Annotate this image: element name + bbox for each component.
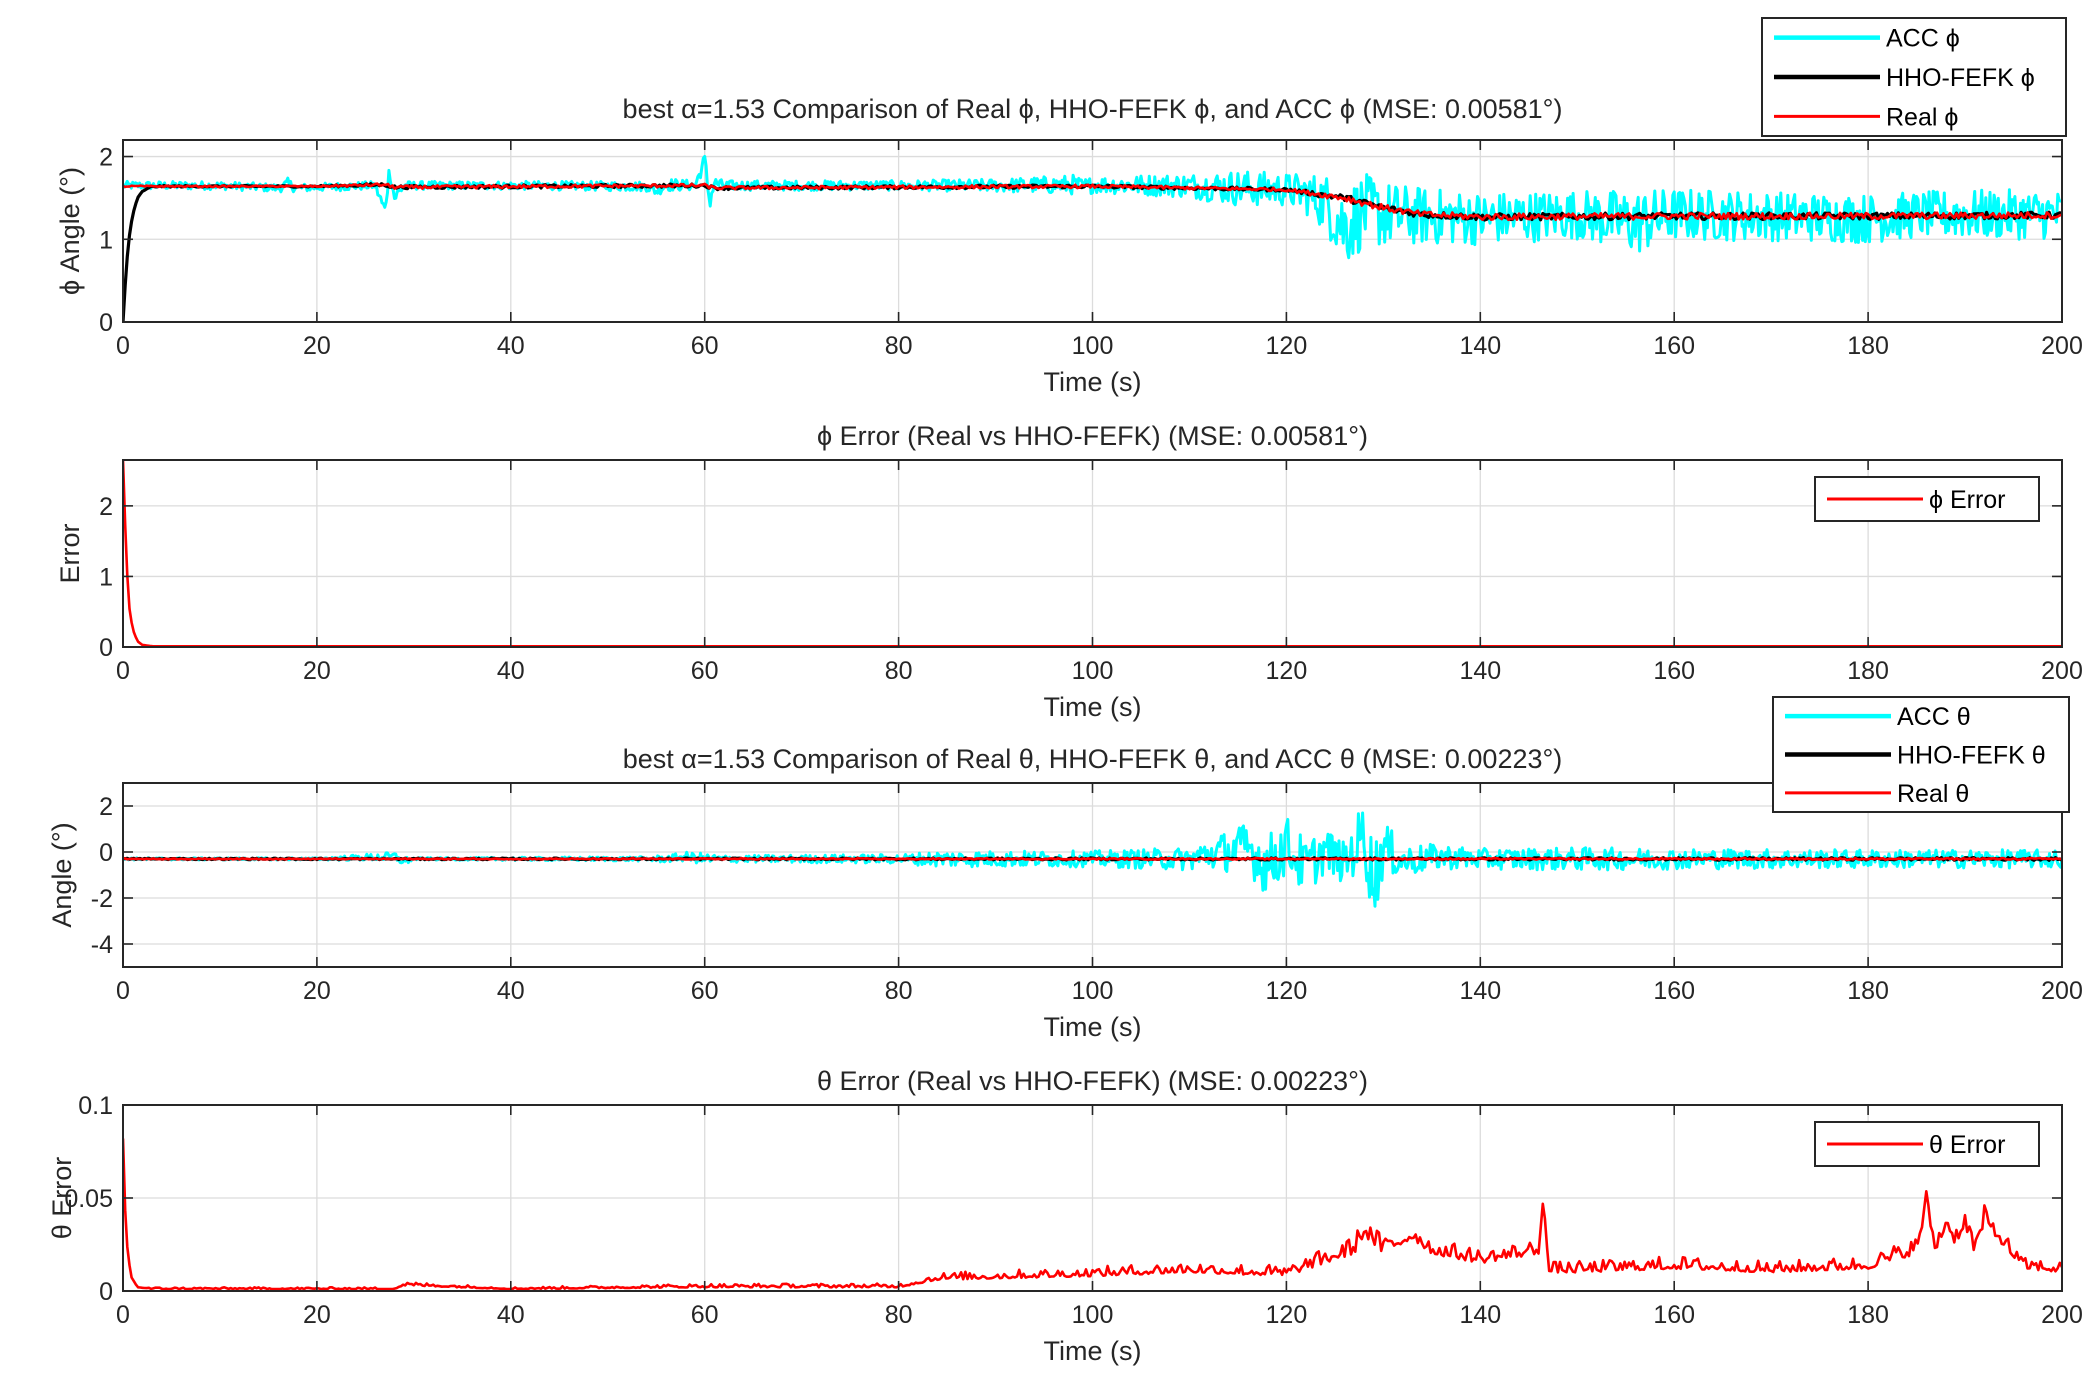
chart-title: θ Error (Real vs HHO-FEFK) (MSE: 0.00223… [817,1066,1368,1096]
x-tick-label: 140 [1459,332,1501,360]
x-tick-label: 200 [2041,657,2083,685]
x-tick-label: 100 [1072,657,1114,685]
y-tick-label: 1 [99,226,113,254]
x-tick-label: 120 [1266,1301,1308,1329]
series-line-1 [123,1138,2062,1291]
legend-label: HHO-FEFK ϕ [1886,64,2035,92]
x-tick-label: 120 [1266,657,1308,685]
subplot-4: 0 20 40 60 80 100 120 140 160 180 200 0 0.05 0.1 θ Err… [47,1066,2083,1366]
series-group [123,811,2062,908]
x-tick-label: 100 [1072,332,1114,360]
legend-label: ACC ϕ [1886,25,1960,53]
y-axis-label: ϕ Angle (°) [55,167,85,295]
y-tick-label: 2 [99,144,113,172]
x-tick-label: 180 [1847,1301,1889,1329]
y-tick-label: 2 [99,493,113,521]
y-tick-label: 0.05 [64,1185,113,1213]
x-tick-label: 120 [1266,977,1308,1005]
legend-label: ϕ Error [1929,486,2006,514]
legend-label: ACC θ [1897,703,1971,731]
legend-label: θ Error [1929,1131,2005,1159]
x-tick-label: 20 [303,657,331,685]
x-tick-label: 200 [2041,1301,2083,1329]
chart-title: best α=1.53 Comparison of Real ϕ, HHO-FE… [623,94,1563,124]
y-axis-label: Error [55,523,85,583]
legend: ACC θ HHO-FEFK θ Real θ [1772,696,2070,813]
x-tick-label: 60 [691,332,719,360]
x-tick-label: 200 [2041,332,2083,360]
legend: ACC ϕ HHO-FEFK ϕ Real ϕ [1761,17,2067,137]
x-tick-label: 0 [116,977,130,1005]
chart-title: ϕ Error (Real vs HHO-FEFK) (MSE: 0.00581… [817,421,1368,451]
x-axis-label: Time (s) [1044,1012,1142,1042]
x-tick-label: 20 [303,332,331,360]
x-tick-label: 40 [497,332,525,360]
x-tick-label: 40 [497,977,525,1005]
y-tick-label: 2 [99,793,113,821]
y-axis-label: θ Error [47,1157,77,1240]
x-tick-label: 60 [691,1301,719,1329]
legend-label: HHO-FEFK θ [1897,742,2046,770]
x-tick-label: 80 [885,1301,913,1329]
y-axis-label: Angle (°) [47,822,77,927]
x-tick-label: 20 [303,1301,331,1329]
x-tick-label: 160 [1653,332,1695,360]
chart-title: best α=1.53 Comparison of Real θ, HHO-FE… [623,744,1563,774]
x-tick-label: 140 [1459,657,1501,685]
x-tick-label: 0 [116,657,130,685]
y-tick-label: 1 [99,563,113,591]
x-tick-label: 160 [1653,657,1695,685]
subplot-3: 0 20 40 60 80 100 120 140 160 180 200 -4 -2 0 2 best α=… [47,696,2083,1042]
y-tick-label: 0 [99,309,113,337]
x-tick-label: 180 [1847,332,1889,360]
legend-label: Real θ [1897,780,1969,808]
subplot-1: 0 20 40 60 80 100 120 140 160 180 200 0 1 2 best α=1.5… [55,17,2083,397]
series-line-3 [123,182,2062,222]
x-tick-label: 140 [1459,977,1501,1005]
x-tick-label: 180 [1847,657,1889,685]
x-tick-label: 160 [1653,977,1695,1005]
y-tick-label: 0.1 [78,1092,113,1120]
y-tick-label: -4 [91,931,113,959]
x-tick-label: 120 [1266,332,1308,360]
y-tick-label: -2 [91,885,113,913]
x-tick-label: 40 [497,1301,525,1329]
legend-label: Real ϕ [1886,103,1958,131]
series-group [123,1138,2062,1291]
x-tick-label: 80 [885,657,913,685]
y-tick-label: 0 [99,1278,113,1306]
subplot-2: 0 20 40 60 80 100 120 140 160 180 200 0 1 2 ϕ Error (R… [55,421,2083,722]
x-tick-label: 200 [2041,977,2083,1005]
x-tick-label: 160 [1653,1301,1695,1329]
x-tick-label: 0 [116,332,130,360]
x-tick-label: 100 [1072,1301,1114,1329]
x-tick-label: 140 [1459,1301,1501,1329]
x-tick-label: 80 [885,332,913,360]
x-tick-label: 80 [885,977,913,1005]
x-axis-label: Time (s) [1044,1336,1142,1366]
x-tick-label: 180 [1847,977,1889,1005]
x-tick-label: 40 [497,657,525,685]
x-tick-label: 0 [116,1301,130,1329]
x-tick-label: 20 [303,977,331,1005]
x-tick-label: 60 [691,657,719,685]
y-tick-label: 0 [99,634,113,662]
legend: ϕ Error [1814,476,2040,522]
x-tick-label: 100 [1072,977,1114,1005]
x-axis-label: Time (s) [1044,367,1142,397]
series-group [123,154,2062,322]
x-axis-label: Time (s) [1044,692,1142,722]
legend: θ Error [1814,1121,2040,1167]
y-tick-label: 0 [99,839,113,867]
x-tick-label: 60 [691,977,719,1005]
series-line-3 [123,856,2062,862]
